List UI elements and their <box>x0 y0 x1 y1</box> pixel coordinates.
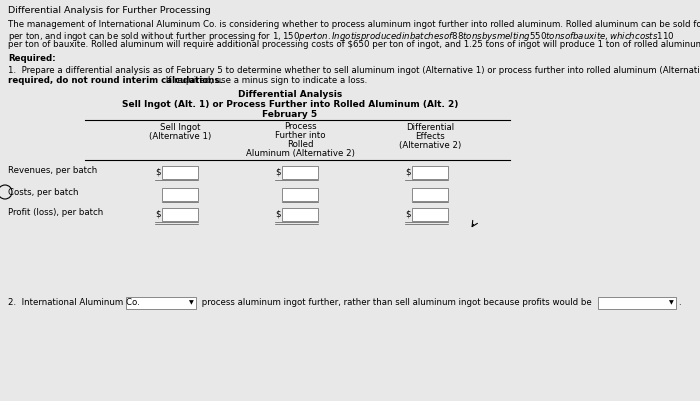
Text: Process: Process <box>284 122 316 131</box>
FancyBboxPatch shape <box>162 188 198 201</box>
Text: Costs, per batch: Costs, per batch <box>8 188 78 197</box>
Text: Further into: Further into <box>274 131 326 140</box>
Text: Differential Analysis for Further Processing: Differential Analysis for Further Proces… <box>8 6 211 15</box>
Text: Profit (loss), per batch: Profit (loss), per batch <box>8 208 104 217</box>
Text: ▼: ▼ <box>668 300 673 306</box>
Text: (Alternative 2): (Alternative 2) <box>399 141 461 150</box>
FancyBboxPatch shape <box>126 297 196 309</box>
Text: Sell Ingot: Sell Ingot <box>160 123 200 132</box>
Text: Aluminum (Alternative 2): Aluminum (Alternative 2) <box>246 149 354 158</box>
Text: The management of International Aluminum Co. is considering whether to process a: The management of International Aluminum… <box>8 20 700 29</box>
FancyBboxPatch shape <box>598 297 676 309</box>
Text: Differential Analysis: Differential Analysis <box>238 90 342 99</box>
Text: required, do not round interim calculations.: required, do not round interim calculati… <box>8 76 223 85</box>
Text: $: $ <box>155 168 160 177</box>
Text: $: $ <box>405 210 410 219</box>
FancyBboxPatch shape <box>282 188 318 201</box>
Text: process aluminum ingot further, rather than sell aluminum ingot because profits : process aluminum ingot further, rather t… <box>199 298 591 307</box>
Text: $: $ <box>155 210 160 219</box>
Text: Rolled: Rolled <box>287 140 314 149</box>
Text: 1.  Prepare a differential analysis as of February 5 to determine whether to sel: 1. Prepare a differential analysis as of… <box>8 66 700 75</box>
FancyBboxPatch shape <box>162 166 198 179</box>
FancyBboxPatch shape <box>162 208 198 221</box>
Text: If required, use a minus sign to indicate a loss.: If required, use a minus sign to indicat… <box>163 76 368 85</box>
Text: Effects: Effects <box>415 132 445 141</box>
FancyBboxPatch shape <box>412 166 448 179</box>
Text: $: $ <box>275 168 281 177</box>
Text: per ton, and ingot can be sold without further processing for $1,150 per ton. In: per ton, and ingot can be sold without f… <box>8 30 675 43</box>
Text: $: $ <box>275 210 281 219</box>
FancyBboxPatch shape <box>282 208 318 221</box>
Text: 2.  International Aluminum Co.: 2. International Aluminum Co. <box>8 298 140 307</box>
Text: (Alternative 1): (Alternative 1) <box>149 132 211 141</box>
FancyBboxPatch shape <box>282 166 318 179</box>
FancyBboxPatch shape <box>412 188 448 201</box>
Text: $: $ <box>405 168 410 177</box>
Text: per ton of bauxite. Rolled aluminum will require additional processing costs of : per ton of bauxite. Rolled aluminum will… <box>8 40 700 49</box>
Text: .: . <box>678 298 680 307</box>
Text: Sell Ingot (Alt. 1) or Process Further into Rolled Aluminum (Alt. 2): Sell Ingot (Alt. 1) or Process Further i… <box>122 100 459 109</box>
Text: Differential: Differential <box>406 123 454 132</box>
Text: February 5: February 5 <box>262 110 318 119</box>
Text: Revenues, per batch: Revenues, per batch <box>8 166 97 175</box>
Text: Required:: Required: <box>8 54 55 63</box>
FancyBboxPatch shape <box>412 208 448 221</box>
Text: ▼: ▼ <box>188 300 193 306</box>
